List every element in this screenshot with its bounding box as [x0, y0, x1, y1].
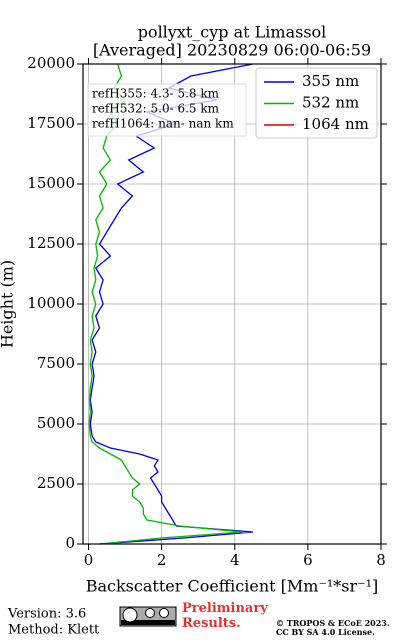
y-axis-label: Height (m): [0, 260, 17, 348]
annotation: refH532: 5.0- 6.5 km: [92, 102, 220, 116]
x-tick-label: 4: [230, 551, 240, 569]
y-tick-label: 7500: [37, 354, 75, 372]
y-tick-label: 17500: [27, 114, 75, 132]
x-axis-label: Backscatter Coefficient [Mm⁻¹*sr⁻¹]: [86, 577, 379, 596]
license: CC BY SA 4.0 License.: [276, 627, 375, 637]
y-tick-label: 20000: [27, 54, 75, 72]
legend-box: [255, 67, 378, 139]
legend-label: 355 nm: [302, 72, 359, 90]
y-tick-label: 2500: [37, 474, 75, 492]
x-tick-label: 0: [84, 551, 94, 569]
annotation: refH355: 4.3- 5.8 km: [92, 87, 220, 101]
status-box: Preliminary Results.: [182, 601, 268, 631]
y-tick-label: 12500: [27, 234, 75, 252]
version: Version: 3.6: [7, 607, 86, 622]
plot-frame: [82, 63, 382, 545]
cc-badge: [119, 606, 177, 627]
x-tick-label: 8: [376, 551, 386, 569]
y-tick-label: 0: [65, 534, 75, 552]
chart-title: pollyxt_cyp at Limassol: [138, 23, 327, 42]
chart-subtitle: [Averaged] 20230829 06:00-06:59: [93, 41, 371, 60]
profile-line: [89, 63, 254, 545]
y-tick-label: 10000: [27, 294, 75, 312]
x-tick-label: 2: [157, 551, 167, 569]
annotation-box: [87, 83, 247, 137]
x-tick-label: 6: [303, 551, 313, 569]
annotation: refH1064: nan- nan km: [92, 117, 234, 131]
legend-label: 1064 nm: [302, 115, 369, 133]
method: Method: Klett: [8, 623, 100, 638]
profile-line: [88, 63, 243, 545]
legend-label: 532 nm: [302, 94, 359, 112]
y-tick-label: 5000: [37, 414, 75, 432]
status: Preliminary Results.: [182, 601, 268, 631]
y-tick-label: 15000: [27, 174, 75, 192]
copyright: © TROPOS & ECoE 2023.: [276, 618, 390, 628]
